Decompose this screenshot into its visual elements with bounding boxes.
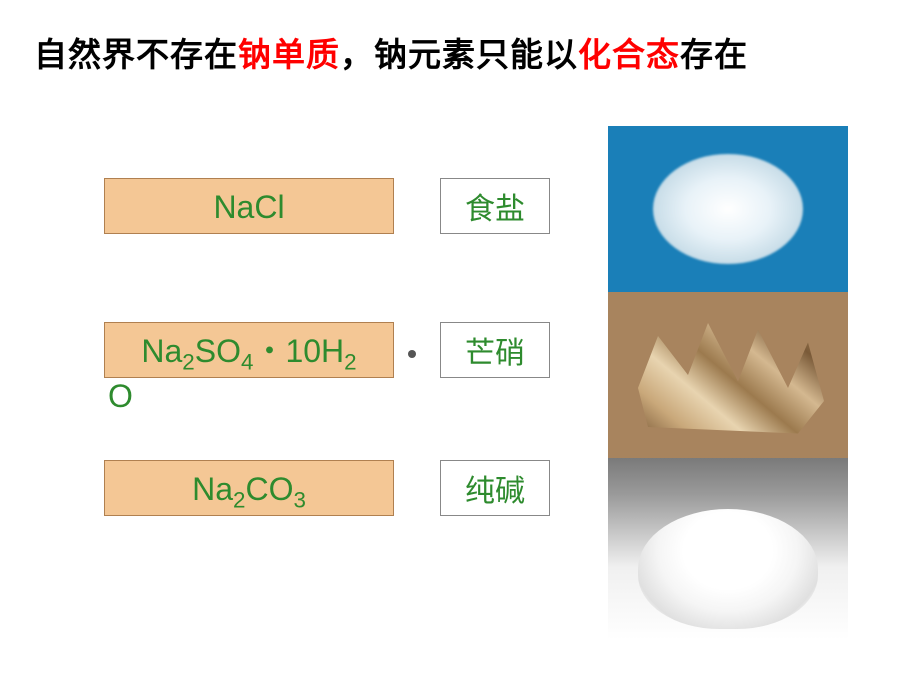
formula-box-na2co3: Na2CO3 xyxy=(104,460,394,516)
title-part-3: 化合态 xyxy=(578,36,680,73)
marker-dot-icon xyxy=(408,350,416,358)
formula-box-nacl: NaCl xyxy=(104,178,394,234)
name-box-salt: 食盐 xyxy=(440,178,550,234)
image-salt-crystals xyxy=(608,126,848,292)
powder-graphic xyxy=(638,509,818,629)
title-part-1: 钠单质 xyxy=(238,36,340,73)
title-part-0: 自然界不存在 xyxy=(34,36,238,73)
title-part-2: ，钠元素只能以 xyxy=(340,36,578,73)
image-mirabilite-mineral xyxy=(608,292,848,458)
mineral-graphic xyxy=(628,310,828,440)
title-part-4: 存在 xyxy=(680,36,748,73)
formula-box-na2so4: Na2SO4・10H2 xyxy=(104,322,394,378)
image-soda-ash-powder xyxy=(608,458,848,640)
salt-crystal-graphic xyxy=(653,154,803,264)
name-box-mirabilite: 芒硝 xyxy=(440,322,550,378)
page-title: 自然界不存在钠单质，钠元素只能以化合态存在 xyxy=(34,28,748,76)
name-box-soda-ash: 纯碱 xyxy=(440,460,550,516)
formula-overflow-o: O xyxy=(108,378,133,415)
